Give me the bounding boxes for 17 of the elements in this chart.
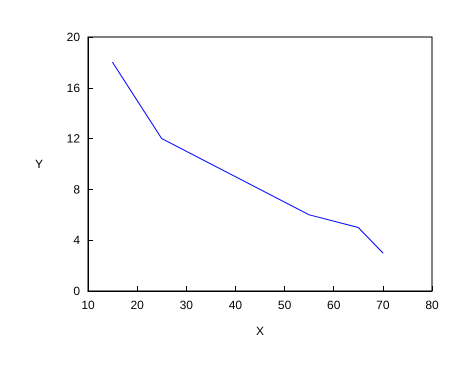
y-axis-title: Y [34, 157, 43, 171]
x-tick-label: 50 [278, 298, 292, 312]
x-tick-label: 40 [228, 298, 242, 312]
y-tick-label: 12 [66, 132, 80, 146]
y-tick-label: 20 [66, 30, 80, 44]
line-series [112, 62, 384, 254]
y-tick-label: 8 [73, 182, 80, 196]
x-tick-label: 10 [81, 298, 95, 312]
y-tick-label: 0 [73, 284, 80, 298]
y-tick-label: 4 [73, 233, 80, 248]
x-axis-title: X [256, 324, 264, 338]
x-tick-label: 20 [130, 298, 144, 312]
x-tick-label: 80 [425, 298, 439, 312]
x-tick-label: 60 [327, 298, 341, 312]
x-tick-label: 70 [376, 298, 390, 312]
x-tick-label: 30 [180, 298, 194, 312]
y-tick-label: 16 [66, 80, 80, 95]
